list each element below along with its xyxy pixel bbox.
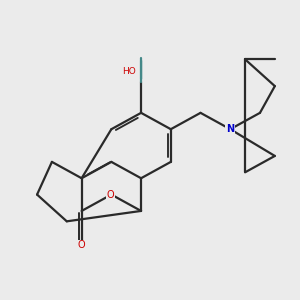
Text: O: O (107, 190, 115, 200)
Text: HO: HO (122, 67, 136, 76)
Text: N: N (226, 124, 234, 134)
Text: O: O (78, 240, 86, 250)
